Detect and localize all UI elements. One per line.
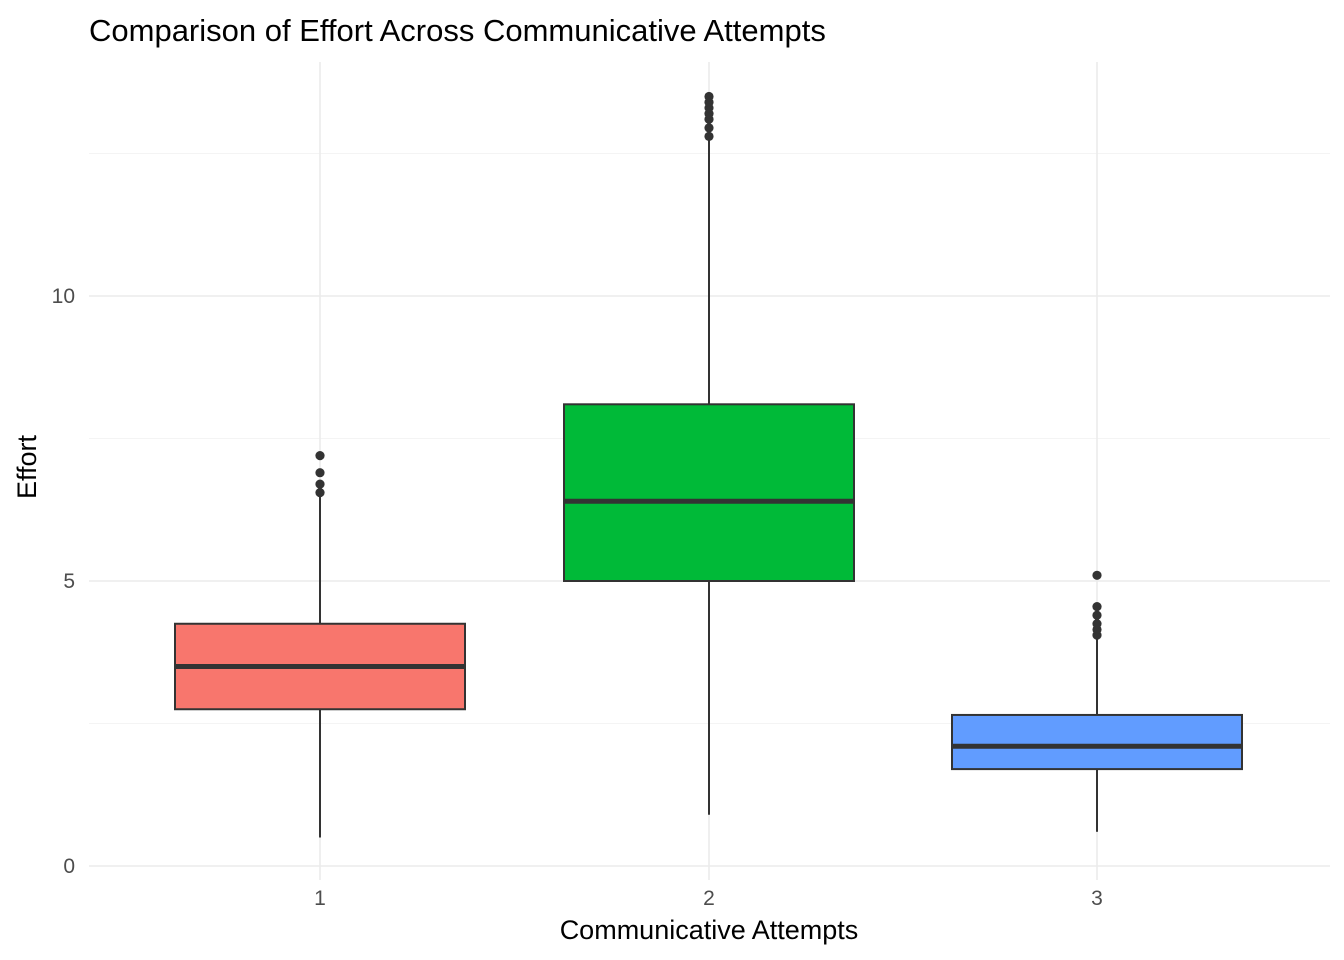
outlier-point [1092, 602, 1102, 612]
outlier-point [1092, 619, 1102, 629]
box-group-3 [951, 570, 1243, 832]
y-tick-label: 10 [52, 285, 75, 308]
x-axis-title: Communicative Attempts [560, 915, 859, 945]
x-tick-label: 3 [1091, 887, 1103, 910]
y-axis-title: Effort [12, 434, 42, 499]
outlier-point [1092, 570, 1102, 580]
box-group-2 [563, 91, 855, 815]
outlier-point [1092, 610, 1102, 620]
outlier-point [704, 91, 714, 102]
outlier-point [704, 131, 714, 141]
outlier-point [315, 479, 325, 489]
chart-title: Comparison of Effort Across Communicativ… [89, 13, 826, 48]
outlier-point [315, 488, 325, 498]
x-axis-tick-labels: 1 2 3 [314, 887, 1103, 910]
box-iqr [563, 403, 855, 582]
outlier-point [315, 468, 325, 478]
y-tick-label: 5 [63, 570, 75, 593]
y-tick-label: 0 [63, 855, 75, 878]
box-group-1 [174, 451, 466, 838]
boxes-layer [174, 91, 1243, 838]
outlier-point [704, 123, 714, 133]
x-tick-label: 1 [314, 887, 326, 910]
x-tick-label: 2 [703, 887, 715, 910]
box-iqr [951, 713, 1243, 771]
y-axis-tick-labels: 0 5 10 [52, 285, 75, 878]
outlier-point [315, 451, 325, 461]
